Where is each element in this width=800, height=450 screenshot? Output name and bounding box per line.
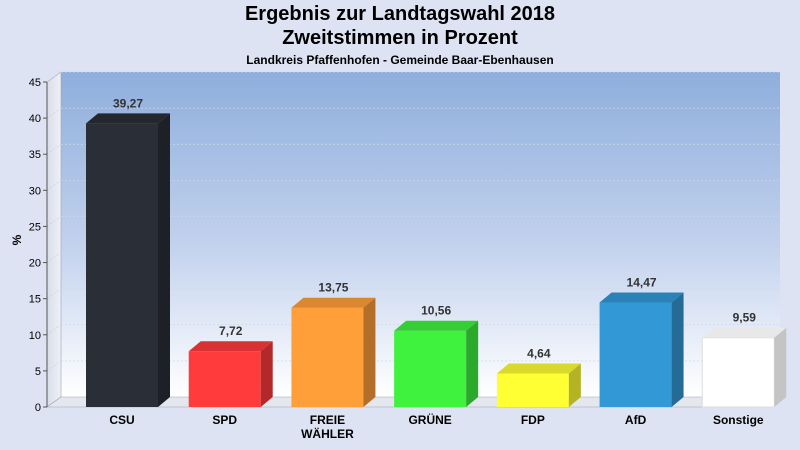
bar-front — [599, 302, 672, 407]
bar-side — [158, 113, 170, 407]
gridline-wall — [46, 71, 62, 83]
chart-title: Ergebnis zur Landtagswahl 2018 — [244, 3, 556, 25]
bar — [701, 327, 787, 408]
bar-top — [599, 292, 684, 303]
bar — [496, 363, 581, 407]
bar-side — [671, 292, 684, 407]
y-tick-label: 40 — [29, 113, 41, 125]
bar-top — [394, 320, 479, 331]
y-tick-label: 5 — [35, 366, 41, 378]
bar-top — [702, 327, 787, 338]
y-tick-label: 0 — [35, 402, 41, 414]
gridline-wall — [46, 360, 62, 372]
x-tick-label-line: Sonstige — [713, 413, 764, 427]
x-tick-label: FDP — [521, 413, 545, 427]
bar-side — [260, 341, 273, 407]
data-label: 7,72 — [219, 324, 243, 338]
gridline-wall — [46, 107, 62, 119]
bar-front — [701, 337, 775, 408]
y-tick-label: 15 — [29, 294, 41, 306]
data-label: 4,64 — [527, 346, 551, 360]
y-axis-label: % — [10, 234, 24, 245]
bar-front — [394, 330, 467, 407]
x-tick-label-line: FDP — [521, 413, 545, 427]
x-tick-label: SPD — [212, 413, 237, 427]
x-tick-label: FREIE WÄHLER — [301, 413, 354, 441]
gridline-wall — [46, 216, 62, 227]
chart-title-line2: Zweitstimmen in Prozent — [282, 27, 518, 49]
bar — [188, 341, 273, 407]
bar-front — [188, 351, 261, 407]
gridline-wall — [46, 252, 62, 263]
y-tick-label: 10 — [29, 330, 41, 342]
y-tick-label: 35 — [29, 149, 41, 161]
data-label: 13,75 — [318, 281, 348, 295]
bar-front — [291, 307, 364, 407]
x-tick-label-line: WÄHLER — [301, 426, 354, 441]
x-tick-label: CSU — [109, 413, 134, 427]
bar-top — [496, 363, 581, 374]
x-tick-label-line: SPD — [212, 413, 237, 427]
gridline-wall — [46, 288, 62, 299]
gridline-wall — [46, 324, 62, 336]
y-tick-label: 30 — [29, 185, 41, 197]
data-label: 39,27 — [113, 96, 143, 110]
plot-left-wall — [46, 71, 62, 408]
x-tick-label-line: FREIE — [310, 413, 345, 427]
y-tick-label: 20 — [29, 258, 41, 270]
bar-top — [188, 341, 273, 352]
x-tick-label-line: GRÜNE — [408, 412, 451, 427]
bar — [86, 113, 170, 407]
bar-side — [774, 327, 787, 407]
bar-front — [86, 123, 158, 407]
bar-side — [363, 297, 376, 407]
bar-top — [86, 113, 170, 124]
y-tick-label: 25 — [29, 221, 41, 233]
x-tick-label: AfD — [625, 413, 647, 427]
data-label: 9,59 — [733, 311, 757, 325]
x-tick-label: GRÜNE — [408, 412, 451, 427]
bar-side — [466, 320, 479, 407]
bar-top — [291, 297, 376, 308]
bar-side — [568, 363, 581, 407]
bar-front — [496, 373, 569, 407]
x-tick-label: Sonstige — [713, 413, 764, 427]
data-label: 14,47 — [627, 275, 657, 289]
x-tick-label-line: CSU — [109, 413, 134, 427]
bar — [394, 320, 479, 407]
bar — [291, 297, 376, 407]
y-tick-label: 45 — [29, 77, 41, 89]
data-label: 10,56 — [421, 304, 451, 318]
bar — [599, 292, 684, 407]
gridline-wall — [46, 180, 62, 191]
gridline-wall — [46, 143, 62, 155]
x-tick-label-line: AfD — [625, 413, 647, 427]
chart-subtitle: Landkreis Pfaffenhofen - Gemeinde Baar-E… — [246, 53, 554, 67]
